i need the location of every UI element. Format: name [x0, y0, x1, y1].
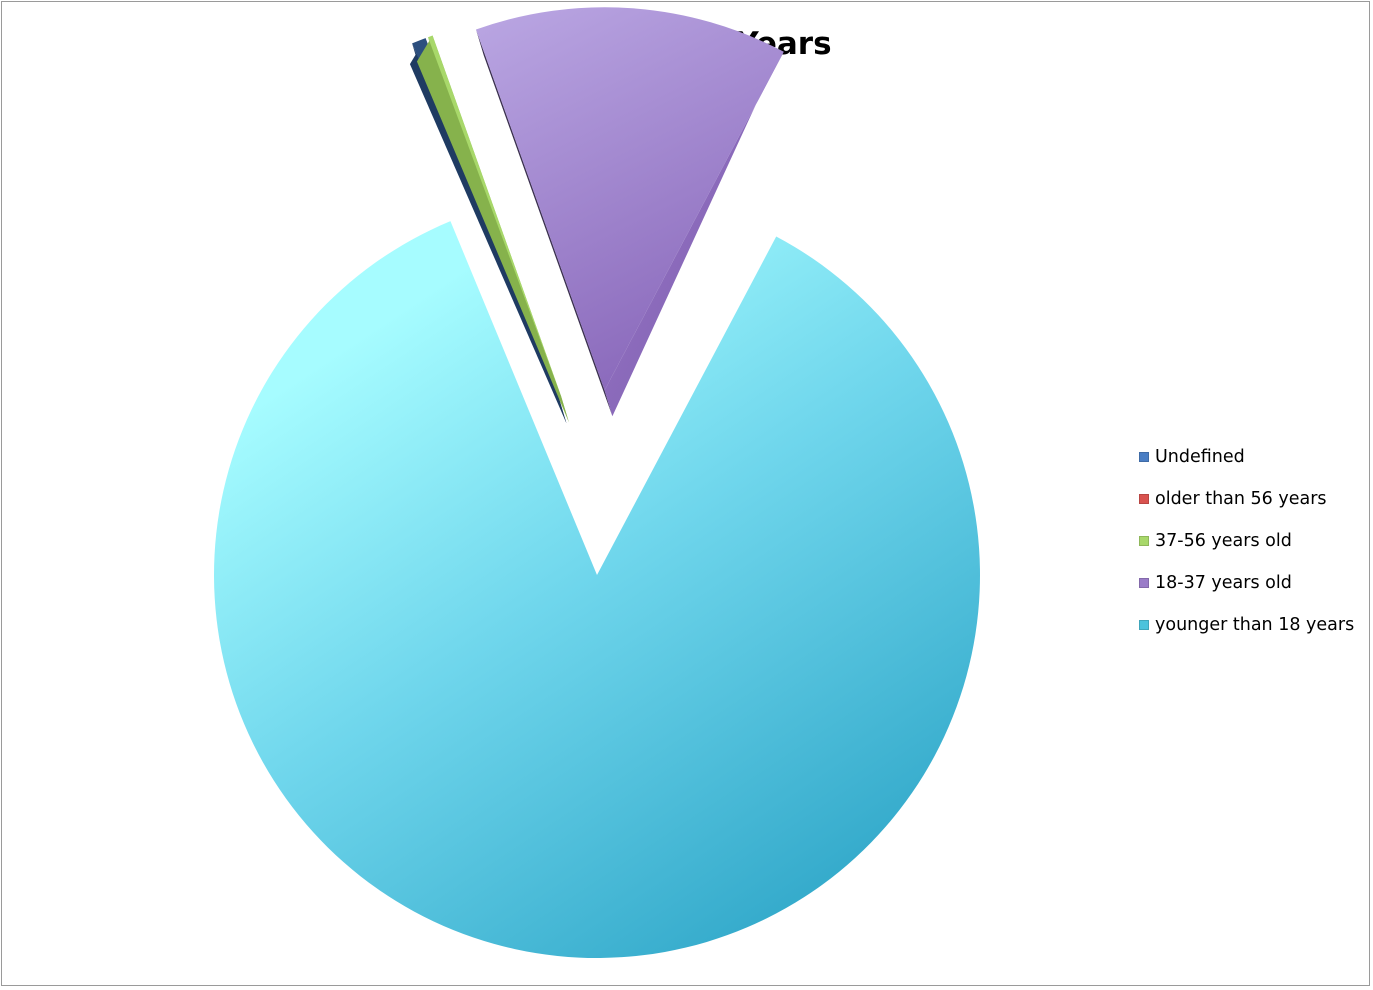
pie-slice-younger-than-18-years[interactable] — [213, 221, 980, 958]
legend-label: 18-37 years old — [1155, 573, 1292, 593]
legend-swatch — [1139, 578, 1149, 588]
legend-swatch — [1139, 620, 1149, 630]
legend-label: older than 56 years — [1155, 489, 1327, 509]
legend-swatch — [1139, 494, 1149, 504]
legend-item-older-than-56-years: older than 56 years — [1139, 478, 1365, 520]
pie-slice-edge-37-56-years-old — [416, 35, 569, 423]
legend-item-younger-than-18-years: younger than 18 years — [1139, 604, 1365, 646]
legend-item-18-37-years-old: 18-37 years old — [1139, 562, 1365, 604]
legend-swatch — [1139, 452, 1149, 462]
chart-legend: Undefined older than 56 years 37-56 years … — [1139, 436, 1365, 646]
pie-slice-edge-18-37-years-old — [604, 51, 784, 417]
pie-slice-18-37-years-old[interactable] — [475, 7, 784, 391]
legend-swatch — [1139, 536, 1149, 546]
pie-slice-37-56-years-old[interactable] — [427, 35, 562, 397]
legend-item-37-56-years-old: 37-56 years old — [1139, 520, 1365, 562]
legend-label: younger than 18 years — [1155, 615, 1355, 635]
pie-slice-side-18-37-years-old — [475, 29, 613, 417]
legend-label: 37-56 years old — [1155, 531, 1292, 551]
legend-item-undefined: Undefined — [1139, 436, 1365, 478]
legend-label: Undefined — [1155, 447, 1245, 467]
